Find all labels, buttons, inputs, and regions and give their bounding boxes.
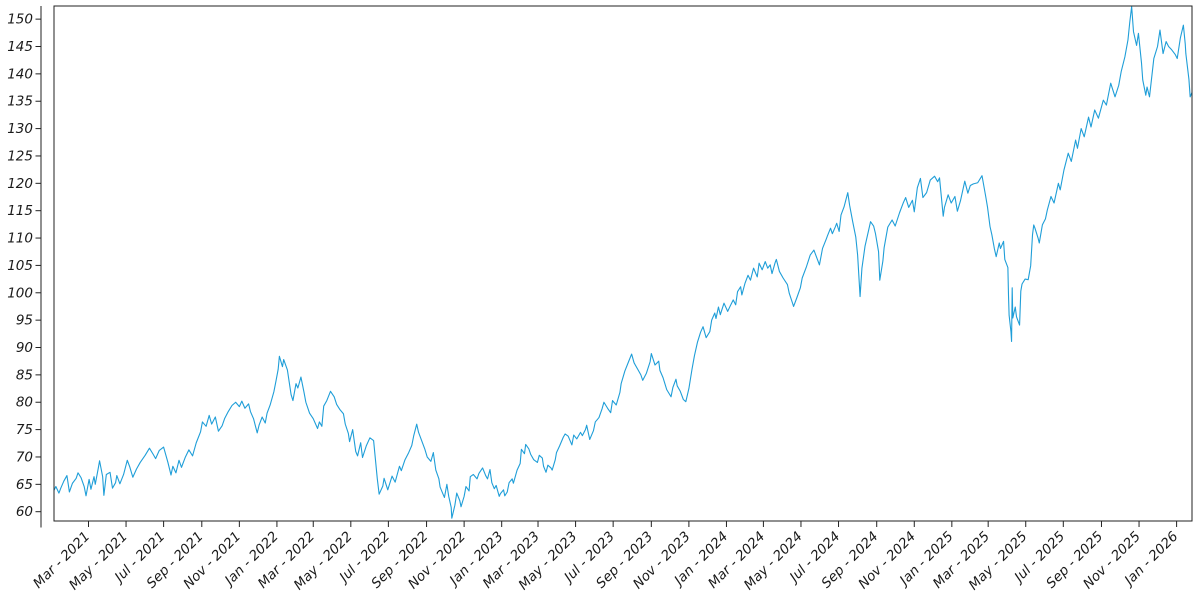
y-tick-label: 85 bbox=[16, 367, 33, 383]
y-tick-label: 95 bbox=[16, 313, 33, 329]
y-tick-label: 130 bbox=[7, 121, 33, 137]
y-tick-label: 70 bbox=[16, 449, 33, 465]
y-tick-label: 135 bbox=[7, 94, 33, 110]
y-tick-label: 150 bbox=[7, 12, 33, 28]
x-axis-ticks bbox=[87, 521, 1178, 527]
plot-background bbox=[54, 6, 1192, 521]
price-line-series bbox=[53, 6, 1193, 519]
y-axis-tick-labels: 60 65 70 75 80 85 90 95 100 105 110 115 120 125 130 135… bbox=[7, 12, 33, 521]
y-tick-label: 100 bbox=[7, 285, 33, 301]
y-tick-label: 65 bbox=[16, 477, 33, 493]
y-tick-label: 120 bbox=[7, 176, 33, 192]
y-tick-label: 75 bbox=[16, 422, 33, 438]
y-tick-label: 60 bbox=[16, 504, 33, 520]
y-axis-ticks bbox=[35, 18, 41, 513]
y-tick-label: 110 bbox=[7, 231, 33, 247]
y-tick-label: 105 bbox=[7, 258, 33, 274]
y-tick-label: 115 bbox=[7, 203, 33, 219]
y-tick-label: 90 bbox=[16, 340, 33, 356]
plot-border bbox=[53, 5, 1193, 522]
y-tick-label: 140 bbox=[7, 66, 33, 82]
y-tick-label: 125 bbox=[7, 148, 33, 164]
y-tick-label: 145 bbox=[7, 39, 33, 55]
y-tick-label: 80 bbox=[16, 395, 33, 411]
